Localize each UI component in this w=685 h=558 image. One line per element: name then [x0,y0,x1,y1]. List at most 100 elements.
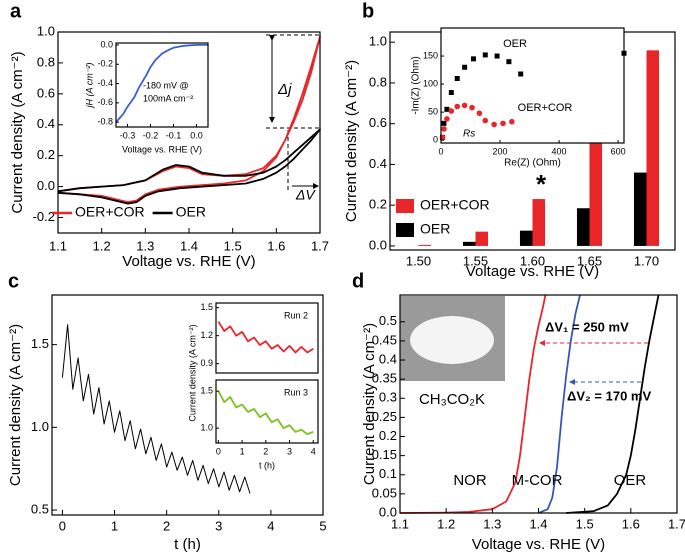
x-tick-label: 0 [216,446,221,456]
y-axis-label: Current density (A cm⁻²) [9,51,26,213]
annotation: ΔV₂ = 170 mV [567,388,651,403]
y-tick-label: -0.8 [97,117,113,127]
x-tick-label: 1.1 [391,516,409,531]
y-tick-label: 0.3 [379,390,397,405]
legend-label: OER [176,204,206,220]
x-axis-label: Voltage vs. RHE (V) [122,253,255,270]
series-line [57,128,321,205]
y-tick-label: 0.8 [37,54,55,69]
x-tick-label: 0 [438,146,443,156]
series-label: OER [503,38,527,50]
series-line [217,321,314,354]
scatter-point [461,102,468,109]
y-tick-label: 0.0 [379,504,397,519]
bar [462,241,476,246]
scatter-point [509,118,515,125]
series-line [538,294,581,514]
scatter-point [454,103,461,110]
series-line [57,35,321,203]
y-tick-label: 0.1 [379,466,397,481]
x-tick-label: -0.2 [143,130,159,140]
axes-frame [51,294,324,516]
x-tick-label: 1.55 [463,253,488,268]
scatter-point [506,59,512,65]
scatter-point [469,104,475,111]
y-tick-label: 0.2 [37,147,55,162]
axes-frame [115,42,209,128]
y-tick-label: 0.4 [37,116,55,131]
y-tick-label: 0.6 [369,115,387,130]
annotation: 100mA cm⁻² [143,93,193,103]
y-axis-label: Current density (A cm⁻²) [343,60,360,222]
series-label: Run 2 [284,310,308,320]
x-tick-label: 1.60 [520,253,545,268]
panel-label: b [362,0,374,22]
x-tick-label: 400 [552,146,567,156]
axes-frame [215,379,319,444]
y-tick-label: 100 [423,78,438,88]
scatter-point [444,106,450,112]
annotation: * [536,169,547,199]
scatter-point [462,64,468,70]
x-tick-label: 2 [263,446,268,456]
legend-label: OER+COR [75,204,145,220]
panel-label: a [10,0,22,22]
axes-frame [440,27,625,144]
series-label: Run 3 [284,387,308,397]
x-tick-label: 1.1 [49,238,67,253]
bar [475,231,489,246]
y-tick-label: 0.2 [379,428,397,443]
x-tick-label: 1 [111,518,118,533]
scatter-point [448,108,455,114]
legend-label: OER [420,221,450,237]
x-tick-label: 1.6 [267,238,285,253]
y-tick-label: -0.4 [97,78,113,88]
y-tick-label: 0.5 [379,313,397,328]
scatter-point [454,75,460,81]
x-tick-label: 1.4 [529,516,547,531]
y-tick-label: -0.2 [33,209,55,224]
series-label: NOR [453,472,487,489]
y-tick-label: 1.5 [200,302,213,312]
x-axis-label: Voltage vs. RHE (V) [122,144,202,154]
bar [633,172,647,246]
y-tick-label: 0.6 [37,85,55,100]
inset-background [216,380,318,443]
y-axis-label: -Im(Z) (Ohm) [411,56,422,114]
x-axis-label: t (h) [259,460,275,470]
inset-background [116,43,208,127]
y-tick-label: 1.5 [31,336,49,351]
bar [418,244,432,246]
series-label: OER+COR [518,102,573,114]
x-tick-label: 5 [319,518,326,533]
y-tick-label: 1.2 [200,330,213,340]
x-tick-label: 3 [215,518,222,533]
x-axis-label: Voltage vs. RHE (V) [472,536,605,553]
series-line [566,294,660,514]
legend-swatch [396,199,414,213]
annotation: ΔV₁ = 250 mV [545,319,629,334]
x-tick-label: 4 [267,518,274,533]
series-line [399,294,547,514]
series-label: M-COR [512,472,563,489]
inset-background [216,303,318,373]
scatter-point [500,120,506,127]
y-tick-label: 1.5 [200,385,213,395]
y-tick-label: -0.6 [97,97,113,107]
scatter-point [441,126,447,132]
photo-powder [410,316,494,364]
x-tick-label: 2 [163,518,170,533]
series-line [217,390,314,435]
y-tick-label: 0.0 [100,39,113,49]
y-axis-label: Current density (A cm⁻²) [7,324,24,486]
y-axis-label: Current density (A cm⁻²) [187,324,197,421]
y-tick-label: 0.2 [369,197,387,212]
x-tick-label: 3 [287,446,292,456]
annotation: Δj [277,81,292,98]
y-axis-label: jH (A cm⁻²) [84,63,94,109]
x-tick-label: 1.6 [622,516,640,531]
y-tick-label: 0.15 [372,447,397,462]
legend-label: OER+COR [420,197,490,213]
x-tick-label: 200 [493,146,508,156]
